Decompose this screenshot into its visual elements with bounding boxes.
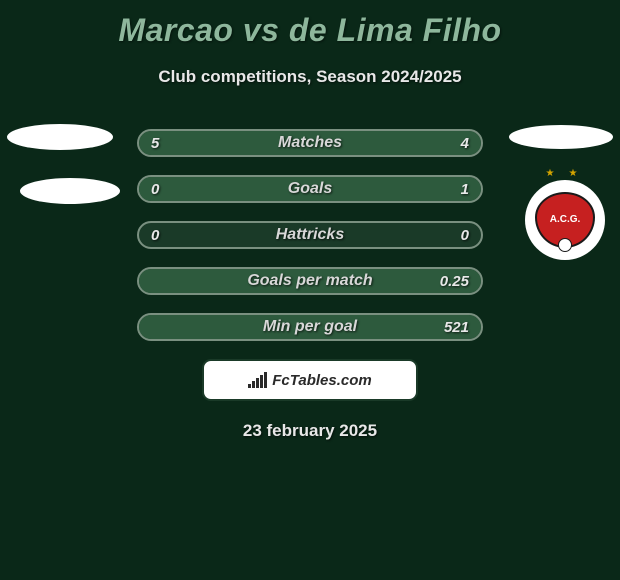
date-text: 23 february 2025 [0, 421, 620, 441]
stat-bar-goals-per-match: Goals per match 0.25 [137, 267, 483, 295]
club-badge-stars: ★★ [539, 168, 592, 179]
stat-bar-goals: 0 Goals 1 [137, 175, 483, 203]
stat-label: Goals [288, 180, 332, 198]
player-left-badge-1 [7, 124, 113, 150]
stat-label: Min per goal [263, 318, 357, 336]
stat-label: Matches [278, 134, 342, 152]
logo-content: FcTables.com [248, 372, 371, 389]
stat-bar-hattricks: 0 Hattricks 0 [137, 221, 483, 249]
stat-value-left: 0 [151, 181, 159, 198]
subtitle: Club competitions, Season 2024/2025 [0, 67, 620, 87]
club-badge-shield: A.C.G. [535, 192, 595, 248]
bar-chart-icon [248, 372, 268, 388]
club-badge-text: A.C.G. [550, 215, 581, 225]
stat-value-right: 0 [461, 227, 469, 244]
stat-value-left: 5 [151, 135, 159, 152]
stat-value-right: 4 [461, 135, 469, 152]
stat-value-right: 521 [444, 319, 469, 336]
stat-label: Hattricks [276, 226, 344, 244]
stat-fill-right [327, 131, 481, 155]
stat-value-left: 0 [151, 227, 159, 244]
club-badge-right: ★★ A.C.G. [525, 180, 605, 260]
stat-bar-matches: 5 Matches 4 [137, 129, 483, 157]
stat-label: Goals per match [247, 272, 372, 290]
logo-text: FcTables.com [272, 372, 371, 389]
site-logo-badge: FcTables.com [202, 359, 418, 401]
page-title: Marcao vs de Lima Filho [0, 0, 620, 49]
stat-bar-min-per-goal: Min per goal 521 [137, 313, 483, 341]
player-right-badge-1 [509, 125, 613, 149]
stat-value-right: 1 [461, 181, 469, 198]
stat-value-right: 0.25 [440, 273, 469, 290]
club-badge-ball-icon [558, 238, 572, 252]
player-left-badge-2 [20, 178, 120, 204]
